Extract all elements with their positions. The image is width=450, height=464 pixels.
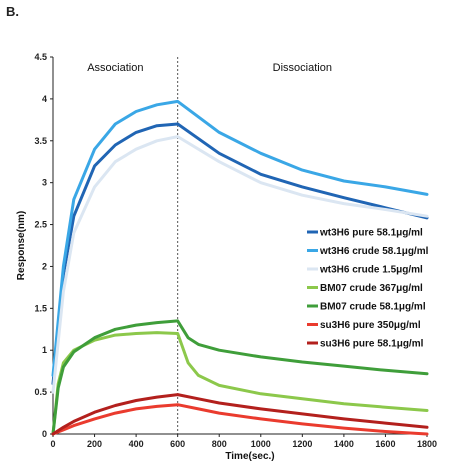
dissociation-label: Dissociation — [273, 62, 332, 74]
x-tick-label: 1000 — [251, 439, 271, 449]
x-tick-label: 1800 — [417, 439, 437, 449]
x-tick-label: 600 — [170, 439, 185, 449]
legend-label-7: su3H6 pure 58.1μg/ml — [320, 339, 424, 350]
x-tick-label: 1600 — [375, 439, 395, 449]
y-tick-label: 0.5 — [34, 387, 47, 397]
legend: wt3H6 pure 58.1μg/ml wt3H6 crude 58.1μg/m… — [307, 228, 429, 350]
y-tick-label: 3 — [42, 178, 47, 188]
y-tick-label: 3.5 — [34, 136, 47, 146]
y-tick-label: 4.5 — [34, 52, 47, 62]
legend-label-2: wt3H6 crude 58.1μg/ml — [319, 246, 429, 257]
x-tick-label: 1200 — [292, 439, 312, 449]
y-axis-title: Response(nm) — [16, 211, 27, 280]
legend-label-4: BM07 crude 367μg/ml — [320, 283, 423, 294]
series-line-6 — [53, 405, 427, 434]
y-tick-label: 1 — [42, 345, 47, 355]
x-tick-label: 800 — [212, 439, 227, 449]
legend-label-3: wt3H6 crude 1.5μg/ml — [319, 265, 423, 276]
legend-label-6: su3H6 pure 350μg/ml — [320, 320, 421, 331]
labels-layer: 0 0.5 1 1.5 2 2.5 3 3.5 4 4.5 0 200 400 600 800 1000 120… — [16, 52, 437, 462]
y-tick-label: 4 — [42, 94, 47, 104]
y-tick-label: 2 — [42, 261, 47, 271]
association-label: Association — [87, 62, 143, 74]
legend-label-5: BM07 crude 58.1μg/ml — [320, 302, 426, 313]
x-tick-label: 0 — [50, 439, 55, 449]
x-axis-title: Time(sec.) — [225, 451, 274, 462]
y-tick-label: 1.5 — [34, 303, 47, 313]
y-tick-label: 2.5 — [34, 220, 47, 230]
x-tick-label: 400 — [129, 439, 144, 449]
x-tick-label: 1400 — [334, 439, 354, 449]
x-tick-label: 200 — [87, 439, 102, 449]
legend-label-1: wt3H6 pure 58.1μg/ml — [319, 228, 423, 239]
y-tick-label: 0 — [42, 429, 47, 439]
